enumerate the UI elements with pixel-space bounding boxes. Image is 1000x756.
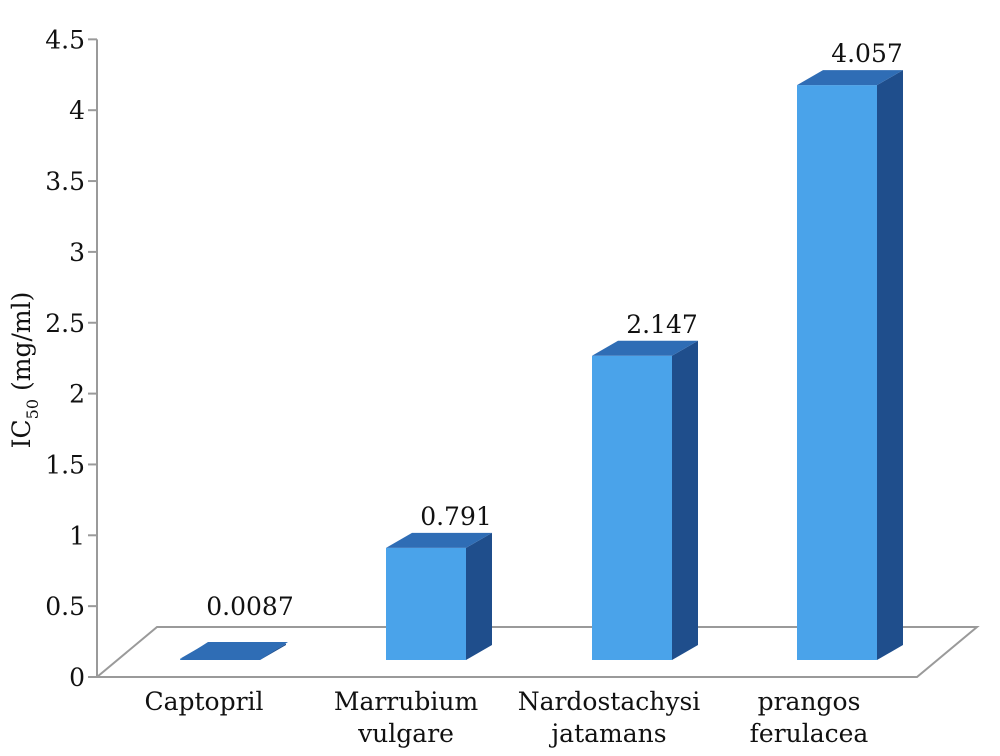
bar-side — [466, 532, 492, 660]
x-tick-label: Nardostachysi jatamans — [518, 687, 701, 748]
y-tick-label: 4 — [69, 96, 85, 125]
bar-side — [877, 70, 903, 660]
data-label: 2.147 — [626, 310, 698, 339]
bar-front — [592, 355, 672, 660]
bars — [180, 70, 903, 660]
bar — [592, 340, 698, 660]
x-tick-label: prangos ferulacea — [750, 687, 869, 748]
bar-front — [797, 85, 877, 660]
bar — [386, 532, 492, 660]
y-tick-label: 2 — [69, 380, 85, 409]
floor-plane — [94, 626, 980, 678]
y-tick-label: 3.5 — [45, 167, 85, 196]
bar-side — [672, 340, 698, 660]
bar-top — [386, 532, 492, 548]
y-tick-label: 4.5 — [45, 25, 85, 54]
bar-top — [180, 642, 288, 660]
y-tick-label: 2.5 — [45, 309, 85, 338]
x-tick-label: Captopril — [144, 687, 263, 716]
bar-top — [592, 340, 698, 356]
x-tick-label: Marrubium vulgare — [334, 687, 479, 748]
data-labels: 0.0087 0.791 2.147 4.057 — [206, 39, 903, 621]
bar-front — [386, 547, 466, 660]
y-axis: 0 0.5 1 1.5 2 2.5 3 3.5 4 4.5 — [45, 25, 98, 692]
y-axis-label: IC50 (mg/ml) — [7, 292, 42, 449]
y-tick-label: 0.5 — [45, 592, 85, 621]
data-label: 4.057 — [831, 39, 903, 68]
x-axis-labels: Captopril Marrubium vulgare Nardostachysi ja… — [144, 687, 868, 748]
y-tick-label: 1.5 — [45, 450, 85, 479]
data-label: 0.0087 — [206, 592, 293, 621]
bar-top — [797, 70, 903, 86]
bar — [797, 70, 903, 660]
bar — [180, 642, 288, 660]
y-tick-label: 1 — [69, 521, 85, 550]
data-label: 0.791 — [420, 502, 492, 531]
y-tick-label: 0 — [69, 663, 85, 692]
chart-floor — [94, 626, 980, 678]
bar-side — [260, 643, 286, 660]
y-tick-label: 3 — [69, 238, 85, 267]
